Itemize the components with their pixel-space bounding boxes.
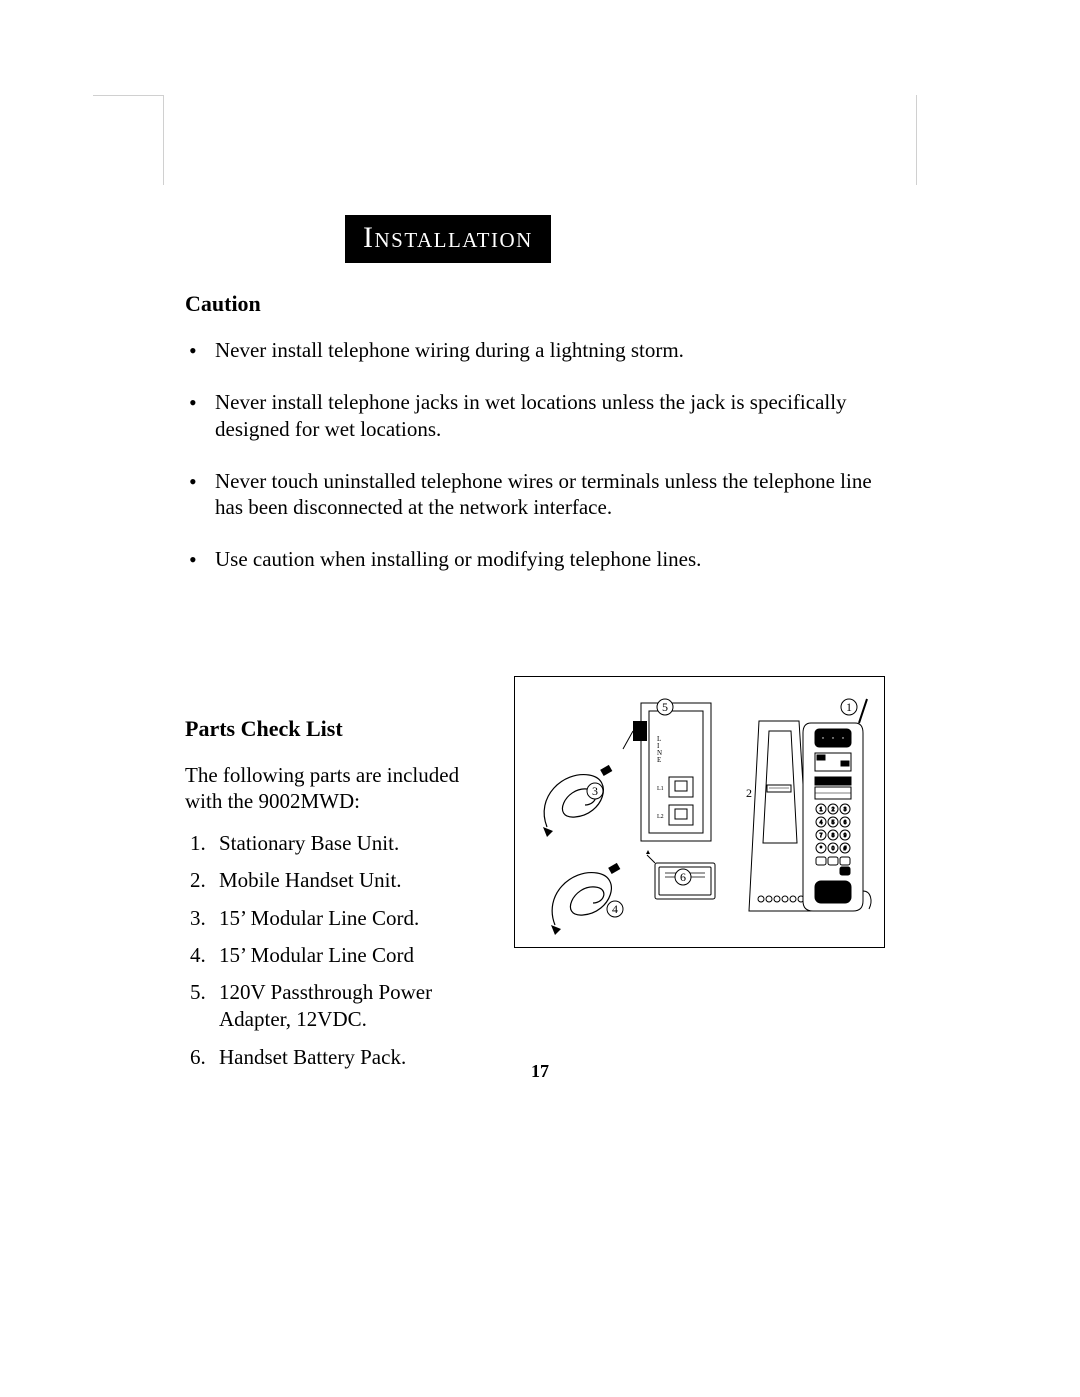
- svg-text:3: 3: [844, 807, 847, 813]
- callout-1: 1: [841, 699, 857, 715]
- figure-base-unit: [749, 721, 811, 911]
- parts-row: Parts Check List The following parts are…: [185, 688, 885, 1082]
- svg-text:2: 2: [832, 807, 835, 813]
- figure-wall-plate: L I N E L1 L2: [623, 703, 711, 841]
- parts-item: Stationary Base Unit.: [211, 830, 484, 857]
- figure-handset: 1 2 3 4 5 6 7 8 9 * 0 #: [803, 699, 871, 911]
- svg-text:2: 2: [746, 786, 752, 800]
- figure-cord-3: [543, 764, 612, 836]
- svg-text:7: 7: [820, 833, 823, 839]
- svg-text:L1: L1: [657, 786, 664, 792]
- svg-text:*: *: [820, 846, 822, 852]
- svg-text:5: 5: [662, 700, 668, 714]
- svg-text:6: 6: [680, 870, 686, 884]
- parts-figure-svg: L I N E L1 L2: [515, 677, 885, 947]
- callout-4: 4: [607, 901, 623, 917]
- figure-cord-4: [551, 862, 620, 934]
- svg-text:#: #: [844, 846, 847, 852]
- parts-item: Mobile Handset Unit.: [211, 867, 484, 894]
- parts-figure: L I N E L1 L2: [514, 676, 885, 948]
- crop-mark: [93, 95, 163, 96]
- parts-item: 120V Passthrough Power Adapter, 12VDC.: [211, 979, 484, 1034]
- parts-text-column: Parts Check List The following parts are…: [185, 688, 484, 1082]
- svg-text:1: 1: [820, 807, 823, 813]
- callout-3: 3: [587, 783, 603, 799]
- content-area: Installation Caution Never install telep…: [185, 215, 885, 1081]
- svg-text:5: 5: [832, 820, 835, 826]
- svg-text:L2: L2: [657, 814, 664, 820]
- callout-5: 5: [657, 699, 673, 715]
- svg-text:4: 4: [612, 902, 618, 916]
- parts-list: Stationary Base Unit. Mobile Handset Uni…: [185, 830, 484, 1071]
- svg-text:8: 8: [832, 833, 835, 839]
- svg-text:E: E: [657, 756, 661, 764]
- parts-item: 15’ Modular Line Cord.: [211, 905, 484, 932]
- page: Installation Caution Never install telep…: [0, 0, 1080, 1397]
- caution-heading: Caution: [185, 291, 885, 317]
- caution-list: Never install telephone wiring during a …: [185, 337, 885, 573]
- caution-item: Never install telephone wiring during a …: [185, 337, 885, 363]
- callout-6: 6: [675, 869, 691, 885]
- svg-text:4: 4: [820, 820, 823, 826]
- caution-item: Never touch uninstalled telephone wires …: [185, 468, 885, 521]
- caution-item: Use caution when installing or modifying…: [185, 546, 885, 572]
- section-header: Installation: [345, 215, 551, 263]
- parts-item: 15’ Modular Line Cord: [211, 942, 484, 969]
- svg-text:0: 0: [832, 846, 835, 852]
- svg-text:9: 9: [844, 833, 847, 839]
- parts-heading: Parts Check List: [185, 716, 484, 742]
- svg-text:1: 1: [846, 700, 852, 714]
- caution-item: Never install telephone jacks in wet loc…: [185, 389, 885, 442]
- callout-2-label: 2: [746, 786, 752, 800]
- crop-mark: [916, 95, 917, 185]
- svg-text:3: 3: [592, 784, 598, 798]
- parts-intro: The following parts are included with th…: [185, 762, 484, 815]
- page-number: 17: [0, 1061, 1080, 1082]
- svg-text:6: 6: [844, 820, 847, 826]
- crop-mark: [163, 95, 164, 185]
